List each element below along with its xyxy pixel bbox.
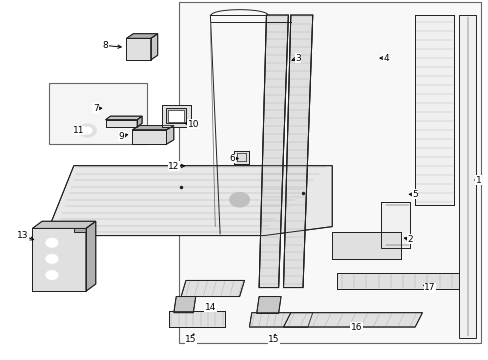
Text: 9: 9	[119, 132, 124, 141]
Text: 8: 8	[102, 41, 108, 50]
Polygon shape	[336, 273, 458, 289]
Polygon shape	[137, 116, 142, 127]
Circle shape	[46, 238, 58, 247]
Text: 15: 15	[267, 335, 279, 344]
Text: 15: 15	[185, 335, 196, 344]
Polygon shape	[74, 228, 86, 232]
Polygon shape	[256, 297, 281, 314]
Text: 3: 3	[295, 54, 301, 63]
Polygon shape	[331, 232, 400, 259]
Circle shape	[83, 127, 92, 134]
Polygon shape	[259, 15, 288, 288]
Polygon shape	[86, 221, 96, 291]
Circle shape	[229, 193, 249, 207]
Polygon shape	[249, 313, 312, 327]
Text: 6: 6	[229, 154, 235, 163]
Text: 5: 5	[411, 190, 417, 199]
Polygon shape	[105, 120, 137, 127]
Polygon shape	[126, 34, 158, 39]
Text: 4: 4	[382, 54, 388, 63]
Polygon shape	[283, 313, 422, 327]
Polygon shape	[132, 130, 166, 144]
Polygon shape	[166, 108, 185, 123]
Polygon shape	[49, 166, 331, 235]
Text: 14: 14	[204, 303, 216, 312]
Polygon shape	[151, 34, 158, 60]
Polygon shape	[132, 126, 173, 130]
Bar	[167, 110, 183, 122]
Polygon shape	[173, 297, 195, 313]
Polygon shape	[168, 311, 224, 327]
Text: 13: 13	[17, 231, 28, 240]
Polygon shape	[414, 15, 453, 205]
Polygon shape	[283, 15, 312, 288]
Circle shape	[79, 124, 96, 137]
Text: 10: 10	[187, 120, 199, 129]
Bar	[178, 3, 480, 343]
Polygon shape	[126, 39, 151, 60]
Polygon shape	[380, 202, 409, 248]
Text: 16: 16	[350, 323, 362, 332]
Bar	[49, 83, 147, 144]
Circle shape	[46, 271, 58, 279]
Polygon shape	[161, 105, 190, 127]
Polygon shape	[105, 116, 142, 120]
Text: 11: 11	[73, 126, 84, 135]
Polygon shape	[181, 280, 244, 297]
Text: 17: 17	[423, 283, 435, 292]
Text: 12: 12	[168, 162, 179, 171]
Polygon shape	[32, 221, 96, 228]
Polygon shape	[166, 126, 173, 144]
Polygon shape	[458, 15, 475, 338]
Polygon shape	[32, 228, 86, 291]
Text: 7: 7	[93, 104, 99, 113]
Text: 1: 1	[475, 176, 481, 185]
Polygon shape	[233, 150, 249, 164]
Text: 2: 2	[407, 235, 412, 244]
Circle shape	[46, 255, 58, 263]
